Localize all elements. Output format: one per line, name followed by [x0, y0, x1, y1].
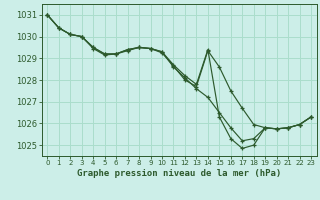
X-axis label: Graphe pression niveau de la mer (hPa): Graphe pression niveau de la mer (hPa) — [77, 169, 281, 178]
